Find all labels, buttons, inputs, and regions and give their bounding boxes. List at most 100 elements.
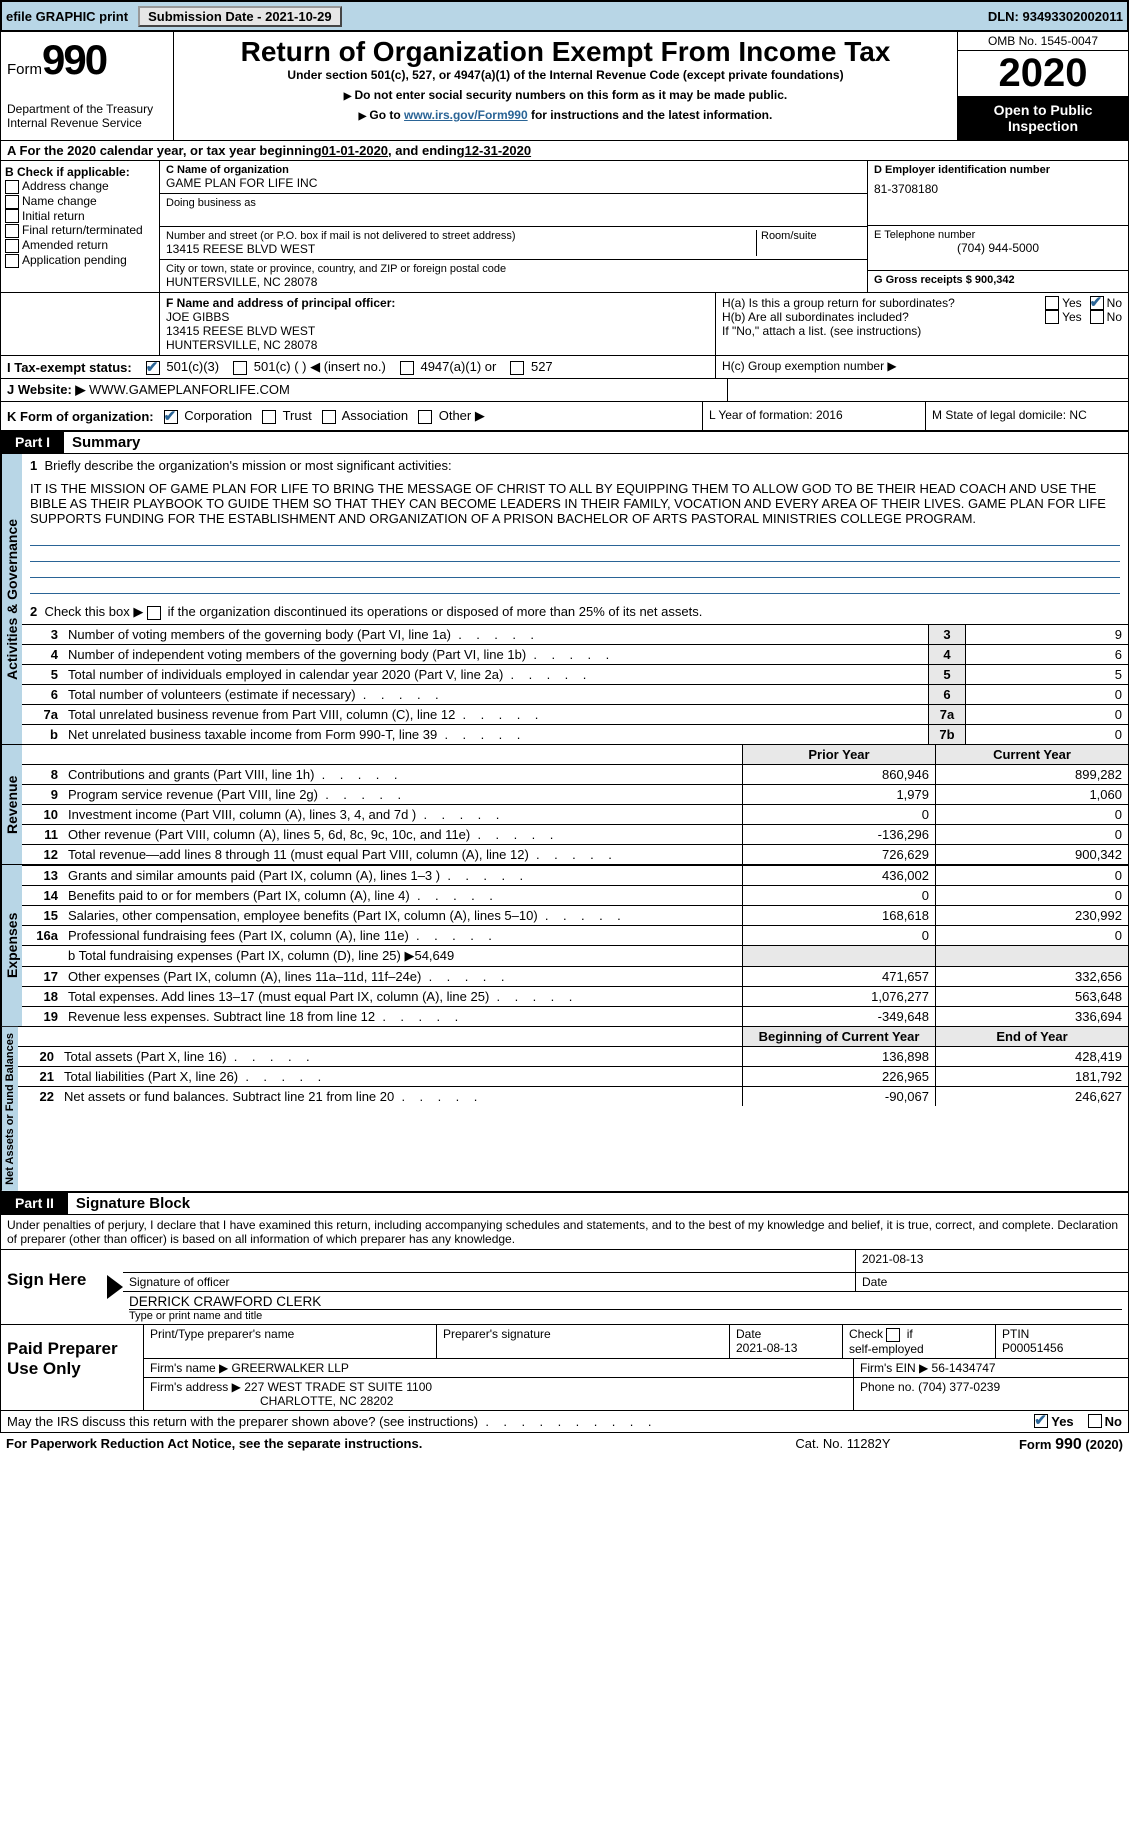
dln-label: DLN: 93493302002011 (988, 9, 1123, 24)
501c-checkbox[interactable] (233, 361, 247, 375)
hc-label: H(c) Group exemption number ▶ (715, 356, 1128, 378)
officer-typed-name: DERRICK CRAWFORD CLERK (129, 1294, 1122, 1310)
ha-no-checkbox[interactable] (1090, 296, 1104, 310)
table-row: 8Contributions and grants (Part VIII, li… (22, 764, 1128, 784)
address-change-checkbox[interactable] (5, 180, 19, 194)
hb-no-checkbox[interactable] (1090, 310, 1104, 324)
website-label: J Website: ▶ (7, 382, 85, 397)
ha-label: H(a) Is this a group return for subordin… (722, 296, 1045, 310)
part2-title: Signature Block (68, 1193, 1128, 1214)
part1-expenses: Expenses 13Grants and similar amounts pa… (0, 865, 1129, 1027)
table-row: 14Benefits paid to or for members (Part … (22, 885, 1128, 905)
part1-netassets: Net Assets or Fund Balances Beginning of… (0, 1027, 1129, 1192)
line2-label: 2 Check this box ▶ if the organization d… (22, 600, 1128, 624)
officer-addr2: HUNTERSVILLE, NC 28078 (166, 338, 709, 352)
part1-tab: Part I (1, 432, 64, 453)
form-header: Form990 Department of the Treasury Inter… (0, 32, 1129, 141)
table-row: 7aTotal unrelated business revenue from … (22, 704, 1128, 724)
ha-yes-checkbox[interactable] (1045, 296, 1059, 310)
form-footer: Form 990 (2020) (943, 1436, 1123, 1454)
type-name-label: Type or print name and title (129, 1310, 1122, 1322)
address-label: Number and street (or P.O. box if mail i… (166, 230, 756, 242)
initial-return-checkbox[interactable] (5, 209, 19, 223)
room-label: Room/suite (761, 230, 861, 242)
gross-receipts: G Gross receipts $ 900,342 (874, 274, 1122, 286)
hb-yes-checkbox[interactable] (1045, 310, 1059, 324)
line2-checkbox[interactable] (147, 606, 161, 620)
paid-preparer-block: Paid Preparer Use Only Print/Type prepar… (0, 1325, 1129, 1411)
department-label: Department of the Treasury Internal Reve… (7, 102, 167, 130)
line1-label: 1 Briefly describe the organization's mi… (22, 454, 1128, 477)
self-employed-checkbox[interactable] (886, 1328, 900, 1342)
table-row: 17Other expenses (Part IX, column (A), l… (22, 966, 1128, 986)
tax-year: 2020 (958, 51, 1128, 96)
part1-revenue: Revenue Prior Year Current Year 8Contrib… (0, 745, 1129, 865)
sign-arrow-icon (107, 1275, 123, 1299)
city-value: HUNTERSVILLE, NC 28078 (166, 275, 861, 289)
submission-date-button[interactable]: Submission Date - 2021-10-29 (138, 6, 342, 27)
firm-addr: 227 WEST TRADE ST SUITE 1100 (244, 1380, 432, 1394)
boy-header: Beginning of Current Year (742, 1027, 935, 1046)
form-990-label: Form990 (7, 36, 167, 84)
name-change-checkbox[interactable] (5, 195, 19, 209)
form-subtitle: Under section 501(c), 527, or 4947(a)(1)… (180, 68, 951, 82)
527-checkbox[interactable] (510, 361, 524, 375)
trust-checkbox[interactable] (262, 410, 276, 424)
sign-here-label: Sign Here (1, 1250, 103, 1324)
table-row: 15Salaries, other compensation, employee… (22, 905, 1128, 925)
address-value: 13415 REESE BLVD WEST (166, 242, 756, 256)
current-year-header: Current Year (935, 745, 1128, 764)
table-row: 5Total number of individuals employed in… (22, 664, 1128, 684)
instructions-link[interactable]: www.irs.gov/Form990 (404, 108, 528, 122)
year-formation: L Year of formation: 2016 (702, 402, 925, 430)
discuss-no-checkbox[interactable] (1088, 1414, 1102, 1428)
col-b-checkboxes: B Check if applicable: Address change Na… (1, 161, 160, 292)
line16b: b Total fundraising expenses (Part IX, c… (64, 946, 742, 966)
501c3-checkbox[interactable] (146, 361, 160, 375)
hb-note: If "No," attach a list. (see instruction… (722, 324, 1122, 338)
part2-header: Part II Signature Block (0, 1192, 1129, 1215)
table-row: 22Net assets or fund balances. Subtract … (18, 1086, 1128, 1106)
table-row: 12Total revenue—add lines 8 through 11 (… (22, 844, 1128, 864)
ptin-value: P00051456 (1002, 1341, 1063, 1355)
discuss-row: May the IRS discuss this return with the… (0, 1411, 1129, 1433)
final-return-checkbox[interactable] (5, 224, 19, 238)
table-row: 4Number of independent voting members of… (22, 644, 1128, 664)
application-pending-checkbox[interactable] (5, 254, 19, 268)
4947-checkbox[interactable] (400, 361, 414, 375)
firm-name: GREERWALKER LLP (232, 1361, 349, 1375)
prior-year-header: Prior Year (742, 745, 935, 764)
other-checkbox[interactable] (418, 410, 432, 424)
table-row: 3Number of voting members of the governi… (22, 624, 1128, 644)
table-row: 9Program service revenue (Part VIII, lin… (22, 784, 1128, 804)
part1-header: Part I Summary (0, 431, 1129, 454)
table-row: 18Total expenses. Add lines 13–17 (must … (22, 986, 1128, 1006)
table-row: 11Other revenue (Part VIII, column (A), … (22, 824, 1128, 844)
discuss-yes-checkbox[interactable] (1034, 1414, 1048, 1428)
amended-return-checkbox[interactable] (5, 239, 19, 253)
bottom-line: For Paperwork Reduction Act Notice, see … (0, 1433, 1129, 1457)
form-title: Return of Organization Exempt From Incom… (180, 36, 951, 68)
netassets-side-label: Net Assets or Fund Balances (1, 1027, 18, 1191)
form-org-label: K Form of organization: (7, 409, 154, 424)
mission-text: IT IS THE MISSION OF GAME PLAN FOR LIFE … (22, 477, 1128, 530)
association-checkbox[interactable] (322, 410, 336, 424)
self-employed: Check ifself-employed (842, 1325, 995, 1358)
corporation-checkbox[interactable] (164, 410, 178, 424)
table-row: 21Total liabilities (Part X, line 26)226… (18, 1066, 1128, 1086)
revenue-side-label: Revenue (1, 745, 22, 864)
firm-ein: 56-1434747 (932, 1361, 996, 1375)
cat-no: Cat. No. 11282Y (743, 1436, 943, 1454)
open-to-public: Open to Public Inspection (958, 96, 1128, 140)
city-label: City or town, state or province, country… (166, 263, 861, 275)
firm-phone: (704) 377-0239 (918, 1380, 1000, 1394)
org-name-label: C Name of organization (166, 164, 861, 176)
dba-label: Doing business as (166, 197, 861, 209)
top-bar: efile GRAPHIC print Submission Date - 20… (0, 0, 1129, 32)
part1-title: Summary (64, 432, 1128, 453)
officer-addr1: 13415 REESE BLVD WEST (166, 324, 709, 338)
efile-label: efile GRAPHIC print (6, 9, 128, 24)
ein-label: D Employer identification number (874, 164, 1122, 176)
tel-label: E Telephone number (874, 229, 1122, 241)
eoy-header: End of Year (935, 1027, 1128, 1046)
